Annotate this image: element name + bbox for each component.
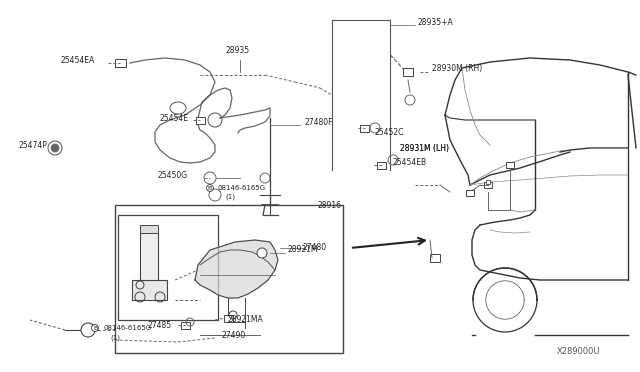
Text: (1): (1) <box>110 335 120 341</box>
Bar <box>223 314 232 321</box>
Bar <box>403 68 413 76</box>
Circle shape <box>257 248 267 258</box>
Text: 28921M: 28921M <box>288 246 319 254</box>
Circle shape <box>81 323 95 337</box>
Bar <box>118 215 218 320</box>
Text: 25454EA: 25454EA <box>60 55 94 64</box>
Bar <box>430 254 440 262</box>
Text: 28931M (LH): 28931M (LH) <box>400 144 449 153</box>
Bar <box>195 116 205 124</box>
Text: 25454EB: 25454EB <box>393 157 427 167</box>
Text: 28916: 28916 <box>318 201 342 209</box>
Bar <box>115 59 125 67</box>
Text: (1): (1) <box>225 194 235 200</box>
Bar <box>486 180 490 184</box>
Circle shape <box>51 144 59 152</box>
Bar <box>360 125 369 131</box>
Text: 27480: 27480 <box>303 244 327 253</box>
Text: 27480F: 27480F <box>305 118 333 126</box>
Text: 27485: 27485 <box>148 321 172 330</box>
Polygon shape <box>195 240 278 298</box>
Text: 08146-6165G: 08146-6165G <box>103 325 151 331</box>
Bar <box>180 321 189 328</box>
Circle shape <box>48 141 62 155</box>
Bar <box>140 232 158 287</box>
Text: B: B <box>208 186 212 190</box>
Text: 28935: 28935 <box>226 45 250 55</box>
Bar <box>484 182 492 188</box>
Text: 28935+A: 28935+A <box>418 17 454 26</box>
Text: 25474P: 25474P <box>18 141 47 150</box>
Text: 28931M (LH): 28931M (LH) <box>400 144 449 153</box>
Circle shape <box>209 189 221 201</box>
Bar <box>140 225 158 233</box>
Text: B: B <box>93 326 97 330</box>
Text: 28930M (RH): 28930M (RH) <box>432 64 483 73</box>
Text: 27490: 27490 <box>222 330 246 340</box>
Bar <box>378 161 387 169</box>
Bar <box>115 205 343 353</box>
Text: 25454E: 25454E <box>160 113 189 122</box>
Bar <box>466 190 474 196</box>
Text: X289000U: X289000U <box>557 347 600 356</box>
Text: 25450G: 25450G <box>158 170 188 180</box>
Bar <box>132 280 167 300</box>
Text: 28921MA: 28921MA <box>228 315 264 324</box>
Text: 08146-6165G: 08146-6165G <box>218 185 266 191</box>
Bar <box>506 162 514 168</box>
Text: 25452C: 25452C <box>375 128 404 137</box>
